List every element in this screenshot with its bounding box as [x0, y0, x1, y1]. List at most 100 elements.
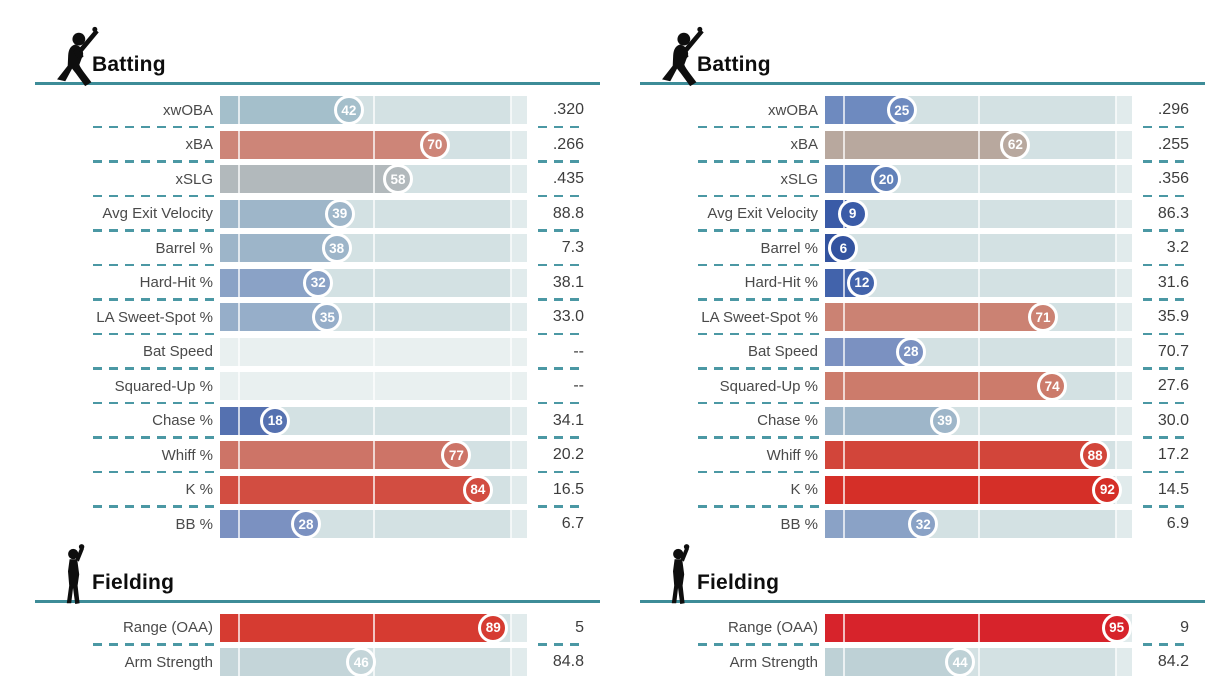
percentile-bubble[interactable]: 44 — [945, 647, 976, 677]
percentile-bubble[interactable]: 71 — [1027, 302, 1058, 332]
percentile-bar[interactable]: 32 — [825, 509, 1132, 539]
stat-row: Chase % 39 30.0 — [640, 401, 1205, 436]
stat-label: Chase % — [757, 412, 818, 429]
percentile-bar[interactable]: 58 — [220, 164, 527, 194]
stat-row: Arm Strength 44 84.2 — [640, 643, 1205, 677]
section-header: Fielding — [35, 540, 600, 604]
stat-value: 34.1 — [552, 411, 584, 429]
stat-row: xwOBA 42 .320 — [35, 95, 600, 125]
stat-label: Bat Speed — [747, 343, 818, 360]
percentile-bar[interactable]: 12 — [825, 267, 1132, 298]
stat-label: Arm Strength — [124, 653, 213, 671]
percentile-bar[interactable]: 44 — [825, 647, 1132, 677]
stat-value: -- — [573, 377, 584, 394]
percentile-bubble[interactable]: 39 — [324, 198, 355, 229]
percentile-bar[interactable]: 18 — [220, 405, 527, 436]
stat-label: Whiff % — [766, 446, 818, 464]
bar-tick-marks — [825, 199, 1132, 228]
stat-section: Batting xwOBA 42 .320 xBA 70 .266 xSLG 58 .435 Avg… — [35, 22, 600, 539]
percentile-bubble[interactable]: 88 — [1080, 440, 1111, 470]
percentile-bubble[interactable]: 9 — [837, 198, 868, 229]
percentile-bar-fill — [825, 303, 1043, 331]
stat-label: Range (OAA) — [727, 619, 818, 636]
percentile-bubble[interactable]: 6 — [828, 233, 859, 263]
percentile-bubble[interactable]: 89 — [478, 612, 509, 643]
percentile-bubble[interactable]: 25 — [886, 95, 917, 125]
stat-label: Hard-Hit % — [744, 274, 818, 291]
percentile-bar[interactable]: 70 — [220, 129, 527, 160]
stat-row: Hard-Hit % 32 38.1 — [35, 263, 600, 298]
percentile-bar[interactable]: 71 — [825, 302, 1132, 332]
percentile-bar-fill — [825, 130, 1016, 159]
stat-label: K % — [185, 481, 213, 498]
percentile-bar[interactable]: 9 — [825, 198, 1132, 229]
stat-row: xwOBA 25 .296 — [640, 95, 1205, 125]
fielder-icon — [648, 543, 710, 608]
percentile-bar[interactable]: 39 — [220, 198, 527, 229]
percentile-bar[interactable]: 95 — [825, 612, 1132, 643]
stat-value: .296 — [1157, 101, 1189, 118]
percentile-bar[interactable] — [220, 372, 527, 400]
percentile-bar[interactable]: 20 — [825, 164, 1132, 194]
percentile-bar[interactable] — [220, 337, 527, 366]
percentile-bar[interactable]: 32 — [220, 267, 527, 298]
stat-label: xSLG — [175, 170, 213, 188]
percentile-bar[interactable]: 42 — [220, 95, 527, 125]
percentile-bubble[interactable]: 62 — [1000, 129, 1031, 160]
stat-label: Whiff % — [161, 446, 213, 464]
percentile-bar[interactable]: 62 — [825, 129, 1132, 160]
percentile-bar[interactable]: 88 — [825, 440, 1132, 470]
percentile-bar[interactable]: 74 — [825, 371, 1132, 401]
percentile-bar[interactable]: 89 — [220, 612, 527, 643]
percentile-bar-fill — [825, 372, 1053, 400]
percentile-bubble[interactable]: 28 — [895, 336, 926, 367]
percentile-bar[interactable]: 92 — [825, 474, 1132, 505]
percentile-bubble[interactable]: 39 — [929, 405, 960, 436]
stat-row: Hard-Hit % 12 31.6 — [640, 263, 1205, 298]
stat-label: BB % — [780, 515, 818, 533]
percentile-bubble[interactable]: 32 — [303, 267, 334, 298]
percentile-bar[interactable]: 28 — [220, 509, 527, 539]
percentile-bar[interactable]: 28 — [825, 336, 1132, 367]
stat-row: LA Sweet-Spot % 35 33.0 — [35, 298, 600, 332]
stat-row: Range (OAA) 95 9 — [640, 612, 1205, 643]
percentile-bubble[interactable]: 70 — [419, 129, 450, 160]
percentile-bubble[interactable]: 35 — [312, 302, 343, 332]
percentile-bubble[interactable]: 38 — [321, 233, 352, 263]
percentile-bar[interactable]: 35 — [220, 302, 527, 332]
percentile-bar[interactable]: 38 — [220, 233, 527, 263]
stat-label: xBA — [185, 136, 213, 153]
stat-rows: Range (OAA) 95 9 Arm Strength 44 84.2 — [640, 603, 1205, 677]
section-title: Batting — [92, 53, 166, 76]
percentile-bubble[interactable]: 92 — [1092, 474, 1123, 505]
percentile-bubble[interactable]: 18 — [260, 405, 291, 436]
stat-label: xwOBA — [162, 101, 213, 119]
percentile-bubble[interactable]: 95 — [1101, 612, 1132, 643]
percentile-bar[interactable]: 77 — [220, 440, 527, 470]
percentile-bubble[interactable]: 46 — [346, 647, 377, 677]
percentile-bar[interactable]: 39 — [825, 405, 1132, 436]
percentile-bubble[interactable]: 74 — [1037, 371, 1068, 401]
stat-value: 6.9 — [1166, 515, 1189, 532]
percentile-bar[interactable]: 46 — [220, 647, 527, 677]
percentile-bubble[interactable]: 77 — [441, 440, 472, 470]
percentile-bubble[interactable]: 84 — [462, 474, 493, 505]
stat-row: Bat Speed -- — [35, 332, 600, 366]
percentile-bubble[interactable]: 28 — [290, 509, 321, 539]
percentile-bar[interactable]: 6 — [825, 233, 1132, 263]
percentile-bubble[interactable]: 42 — [333, 95, 364, 125]
stat-label: Arm Strength — [729, 653, 818, 671]
percentile-bar[interactable]: 84 — [220, 474, 527, 505]
percentile-bar-fill — [825, 441, 1096, 469]
stat-rows: xwOBA 25 .296 xBA 62 .255 xSLG 20 .356 Avg Exit V… — [640, 85, 1205, 539]
section-header: Batting — [35, 22, 600, 87]
percentile-bubble[interactable]: 32 — [908, 509, 939, 539]
percentile-bar-fill — [825, 613, 1117, 642]
percentile-bubble[interactable]: 20 — [871, 164, 902, 194]
stat-row: Whiff % 77 20.2 — [35, 436, 600, 470]
percentile-bubble[interactable]: 58 — [383, 164, 414, 194]
percentile-bar[interactable]: 25 — [825, 95, 1132, 125]
percentile-bubble[interactable]: 12 — [846, 267, 877, 298]
stat-value: 27.6 — [1157, 377, 1189, 394]
